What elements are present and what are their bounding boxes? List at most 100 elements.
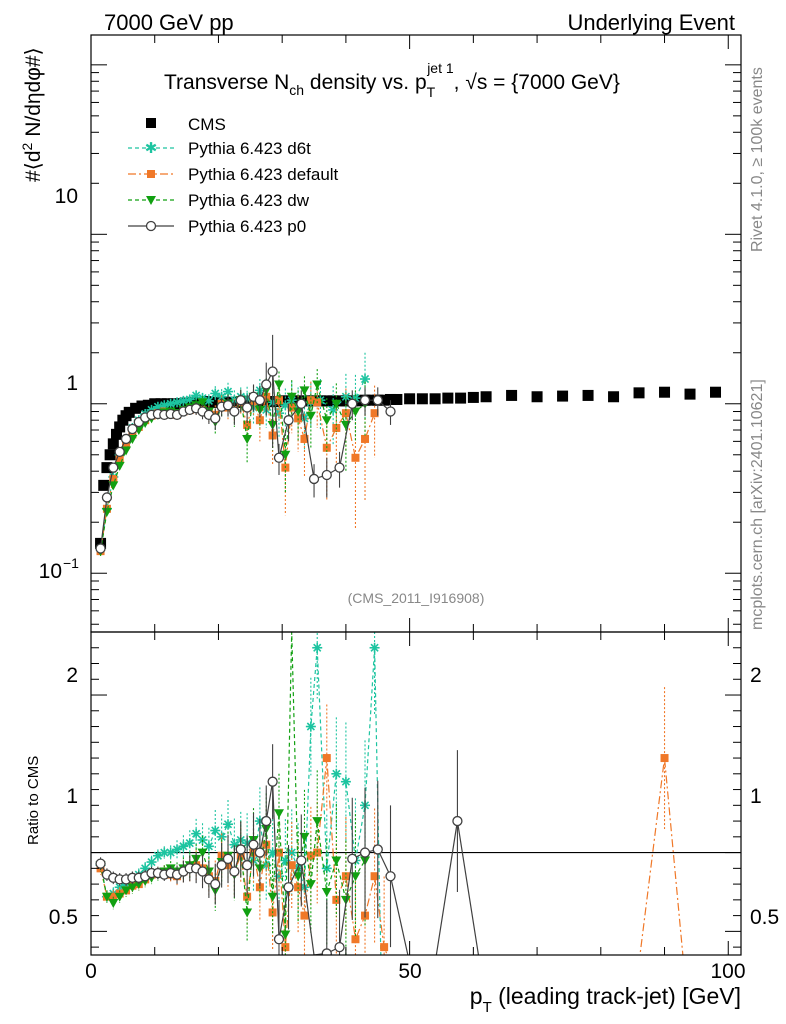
xtick-label-50: 50 — [398, 960, 421, 983]
ratio-series-3 — [95, 744, 480, 955]
main-point-0 — [582, 389, 594, 401]
ratio-point-0-stroke — [192, 829, 201, 838]
main-point-0 — [404, 393, 416, 405]
ratio-point-0 — [331, 768, 342, 779]
ratio-point-2 — [133, 880, 144, 890]
ratio-point-0-stroke — [185, 839, 194, 848]
main-point-4 — [283, 415, 294, 426]
ratio-point-2 — [114, 892, 125, 902]
ratio-point-0 — [305, 721, 316, 732]
main-point-1 — [165, 398, 176, 409]
ratio-point-0 — [191, 828, 202, 839]
main-point-1-stroke — [360, 374, 370, 384]
main-point-0 — [98, 479, 110, 491]
header-right: Underlying Event — [567, 10, 735, 35]
main-ytick-label-0p1: 10 — [39, 560, 62, 583]
main-point-1-stroke — [192, 391, 201, 400]
ratio-point-0 — [369, 642, 380, 653]
main-point-2 — [287, 403, 296, 412]
ratio-point-2 — [280, 930, 291, 940]
main-point-0 — [710, 386, 722, 398]
main-point-1-stroke — [172, 398, 182, 407]
ratio-point-0 — [172, 844, 183, 855]
main-point-3 — [108, 481, 119, 491]
ratio-ytick-label-2-right: 2 — [750, 664, 762, 687]
ratio-point-1 — [380, 943, 389, 952]
main-point-0 — [480, 391, 492, 403]
main-point-0 — [110, 428, 122, 440]
main-point-4 — [296, 398, 307, 409]
ratio-point-2 — [331, 856, 342, 866]
main-ylabel: #⟨d2 N/dηdφ#⟩ — [19, 47, 45, 182]
main-point-2 — [351, 453, 360, 462]
ratio-ytick-label-2: 2 — [66, 664, 78, 687]
main-point-1-stroke — [204, 396, 213, 405]
ratio-point-1 — [351, 935, 360, 944]
ratio-point-2 — [197, 848, 208, 858]
ratio-point-3 — [229, 866, 240, 877]
main-point-4 — [101, 492, 113, 503]
ratio-point-0-stroke — [223, 820, 233, 829]
ratio-point-2 — [293, 872, 304, 882]
ratio-panel-frame — [90, 631, 742, 956]
main-point-4 — [127, 423, 138, 435]
ratio-point-3 — [241, 860, 253, 871]
legend-entry-default: Pythia 6.423 default — [128, 165, 339, 184]
ratio-point-0 — [312, 642, 323, 653]
main-point-1-stroke — [153, 402, 163, 411]
ratio-point-2 — [101, 892, 112, 902]
ratio-point-2 — [127, 883, 138, 893]
ratio-point-1 — [287, 861, 296, 870]
ratio-point-1 — [370, 872, 379, 881]
header-left: 7000 GeV pp — [104, 10, 234, 35]
ratio-point-3 — [210, 878, 221, 890]
main-point-2 — [122, 441, 131, 450]
legend-entry-cms: CMS — [146, 115, 226, 134]
main-point-3 — [114, 461, 125, 471]
axis-ticks — [90, 35, 741, 955]
ratio-point-2 — [108, 899, 119, 909]
main-point-0 — [633, 387, 645, 399]
ratio-point-0 — [159, 847, 170, 858]
ratio-point-3 — [261, 815, 272, 827]
ratio-point-1 — [313, 848, 322, 857]
main-point-3 — [280, 450, 291, 460]
main-point-1-stroke — [211, 389, 220, 398]
mcplots-label: mcplots.cern.ch [arXiv:2401.10621] — [749, 379, 766, 630]
main-point-0 — [130, 402, 142, 414]
ratio-point-0-stroke — [147, 857, 156, 867]
ratio-point-0 — [210, 825, 221, 836]
main-point-1-stroke — [166, 399, 175, 408]
xtick-label-100: 100 — [710, 960, 745, 983]
main-series-line-1 — [100, 378, 366, 549]
main-point-3 — [331, 399, 342, 409]
main-point-4 — [120, 433, 132, 445]
main-point-4 — [321, 469, 332, 481]
main-point-0 — [385, 393, 397, 405]
main-point-0 — [659, 386, 671, 398]
ratio-point-0 — [184, 838, 195, 849]
ratio-point-0 — [146, 857, 157, 868]
main-point-1-stroke — [281, 401, 290, 410]
ratio-point-3 — [273, 934, 285, 945]
ratio-point-2 — [121, 886, 132, 896]
main-point-2 — [128, 430, 137, 439]
main-point-4 — [114, 446, 125, 458]
ratio-point-0-stroke — [332, 769, 341, 778]
ratio-point-3 — [372, 844, 383, 855]
ratio-series-line-2 — [100, 632, 366, 935]
main-point-3 — [350, 407, 361, 417]
legend-label-dw: Pythia 6.423 dw — [188, 191, 310, 210]
ratio-point-2 — [242, 908, 253, 918]
ratio-point-2 — [273, 809, 284, 819]
ratio-point-3 — [248, 839, 259, 850]
legend-label-cms: CMS — [188, 115, 226, 134]
main-point-0 — [206, 396, 218, 408]
main-point-3 — [273, 380, 284, 390]
ratio-ytick-label-1: 1 — [66, 785, 78, 808]
main-point-1 — [172, 397, 183, 408]
main-point-4 — [222, 400, 234, 411]
ratio-point-1 — [341, 872, 350, 881]
ratio-point-2 — [350, 872, 361, 882]
